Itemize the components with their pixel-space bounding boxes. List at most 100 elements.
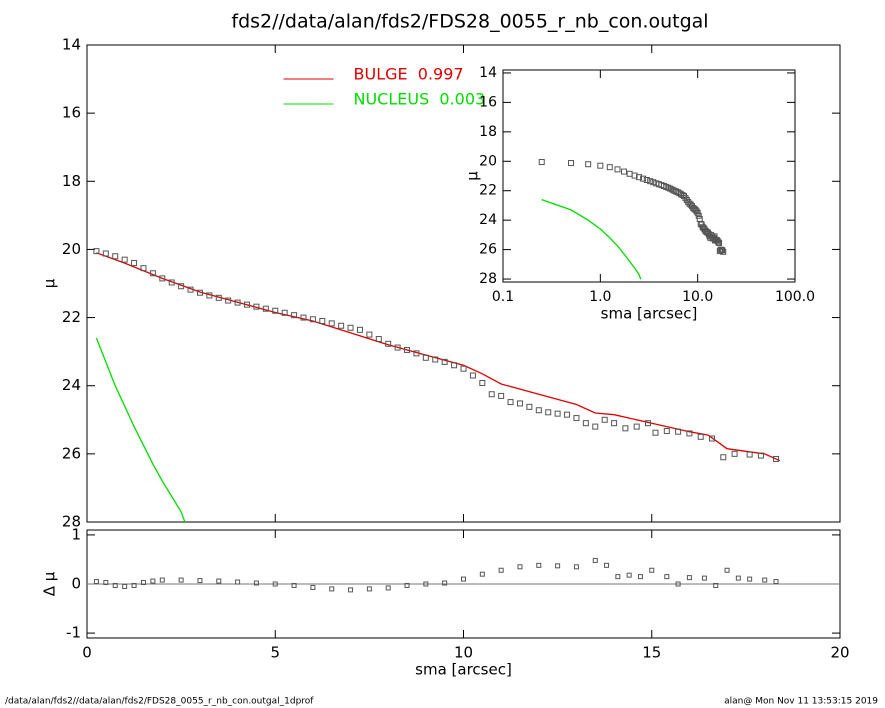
data-point [404, 346, 411, 353]
data-point [197, 578, 203, 584]
data-point [347, 324, 354, 331]
data-point [149, 270, 156, 277]
data-point [555, 563, 561, 569]
data-point [488, 391, 495, 398]
x-tick-label: 10 [454, 644, 473, 662]
data-point [309, 316, 316, 323]
data-point [178, 283, 185, 290]
data-point [592, 423, 599, 430]
data-point [281, 309, 288, 316]
data-point [633, 423, 640, 430]
data-point [517, 564, 523, 570]
data-point [244, 301, 251, 308]
data-point [432, 356, 439, 363]
data-point [708, 435, 715, 442]
y-tick-label: 24 [479, 212, 497, 228]
data-point [216, 578, 222, 584]
data-point [649, 567, 655, 573]
y-tick-label: 24 [62, 376, 81, 394]
data-point [585, 161, 592, 168]
footer-left: /data/alan/fds2//data/alan/fds2/FDS28_00… [5, 697, 314, 707]
data-point [196, 289, 203, 296]
y-tick-label: 26 [62, 444, 81, 462]
data-point [614, 166, 621, 173]
data-point [356, 326, 363, 333]
y-tick-label: 20 [62, 240, 81, 258]
data-point [404, 582, 410, 588]
y-tick-label: 20 [479, 153, 497, 169]
data-point [159, 577, 165, 583]
data-point [498, 567, 504, 573]
data-point [516, 400, 523, 407]
data-point [536, 562, 542, 568]
data-point [140, 265, 147, 272]
data-point [746, 451, 753, 458]
x-tick-label: 1.0 [589, 289, 611, 305]
data-point [604, 562, 610, 568]
data-point [724, 567, 730, 573]
y-tick-label: -1 [66, 624, 81, 642]
data-point [715, 239, 722, 246]
data-point [716, 239, 723, 246]
data-point [611, 420, 618, 427]
data-point [131, 582, 137, 588]
data-point [121, 256, 128, 263]
data-point [272, 581, 278, 587]
data-point [187, 286, 194, 293]
y-tick-label: 16 [479, 94, 497, 110]
y-tick-label: 22 [62, 308, 81, 326]
legend-label: NUCLEUS 0.003 [354, 90, 486, 109]
data-point [366, 331, 373, 338]
data-point [731, 450, 738, 457]
data-point [597, 162, 604, 169]
data-point [686, 575, 692, 581]
data-point [757, 452, 764, 459]
data-point [206, 292, 213, 299]
data-point [329, 586, 335, 592]
data-point [664, 574, 670, 580]
data-point [159, 275, 166, 282]
data-point [631, 172, 638, 179]
data-point [663, 428, 670, 435]
x-tick-label: 100.0 [775, 289, 815, 305]
data-point [423, 581, 429, 587]
data-point [498, 392, 505, 399]
data-point [300, 314, 307, 321]
data-point [640, 175, 647, 182]
data-point [626, 572, 632, 578]
y-tick-label: 18 [62, 172, 81, 190]
data-point [479, 379, 486, 386]
data-point [601, 416, 608, 423]
data-point [112, 582, 118, 588]
data-point [644, 420, 651, 427]
data-point [678, 191, 685, 198]
x-tick-label: 0.1 [492, 289, 514, 305]
data-point [366, 586, 372, 592]
data-point [225, 297, 232, 304]
data-point [253, 580, 259, 586]
data-point [735, 575, 741, 581]
data-point [291, 582, 297, 588]
data-point [772, 455, 779, 462]
data-point [262, 305, 269, 312]
x-tick-label: 0 [82, 644, 92, 662]
data-point [675, 428, 682, 435]
y-tick-label: 18 [479, 124, 497, 140]
data-point [272, 307, 279, 314]
plot-frame [502, 69, 796, 283]
x-axis-label: sma [arcsec] [601, 305, 698, 323]
data-point [554, 410, 561, 417]
data-point [122, 583, 128, 589]
data-point [461, 576, 466, 582]
data-point [622, 425, 629, 432]
y-tick-label: 28 [62, 513, 81, 531]
data-point [675, 581, 681, 587]
data-point [460, 365, 467, 372]
y-tick-label: 14 [62, 36, 81, 54]
data-point [582, 420, 589, 427]
data-point [773, 579, 779, 585]
data-point [526, 403, 533, 410]
data-point [291, 312, 298, 319]
